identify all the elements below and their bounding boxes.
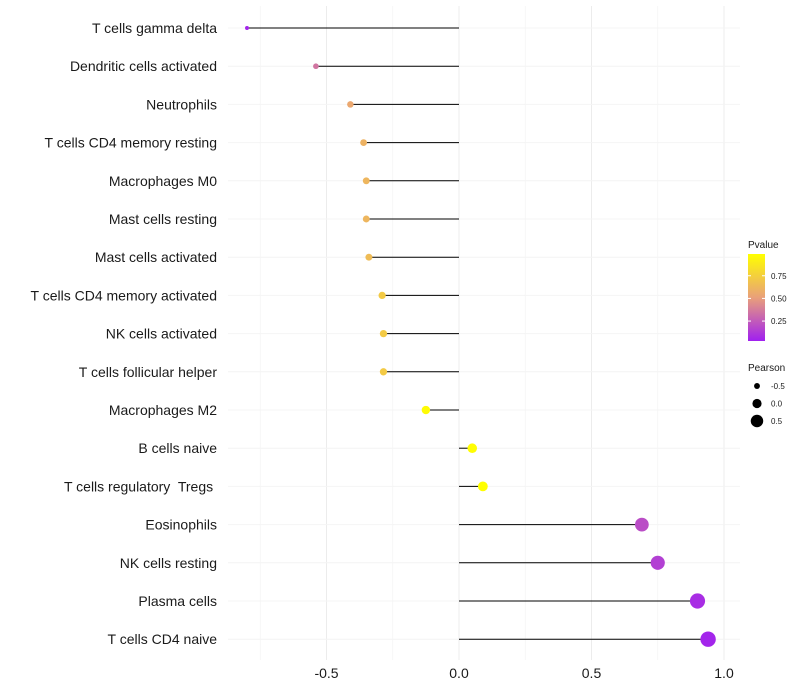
- x-tick-label: -0.5: [314, 665, 338, 681]
- y-tick-label: Plasma cells: [138, 593, 217, 609]
- y-tick-label: Macrophages M0: [109, 173, 217, 189]
- pearson-legend-key: [750, 414, 764, 428]
- x-tick-label: 0.5: [582, 665, 602, 681]
- lollipop-dots: [245, 26, 716, 647]
- y-tick-label: NK cells resting: [120, 555, 217, 571]
- y-tick-label: T cells CD4 memory activated: [31, 287, 217, 303]
- pvalue-legend-tick-label: 0.75: [771, 272, 787, 281]
- y-tick-label: T cells CD4 memory resting: [45, 135, 217, 151]
- lollipop-dot: [634, 517, 649, 532]
- lollipop-dot: [313, 63, 319, 70]
- y-tick-label: Mast cells activated: [95, 249, 217, 265]
- y-tick-label: B cells naive: [138, 440, 217, 456]
- pvalue-legend-tick-label: 0.25: [771, 317, 787, 326]
- lollipop-dot: [379, 329, 388, 338]
- lollipop-dot: [421, 405, 431, 415]
- pvalue-legend-title: Pvalue: [748, 240, 779, 251]
- y-tick-label: T cells follicular helper: [79, 364, 218, 380]
- y-axis-labels: T cells gamma delta Dendritic cells activ…: [31, 20, 218, 647]
- y-tick-label: T cells CD4 naive: [108, 631, 218, 647]
- lollipop-dot: [347, 101, 354, 108]
- pearson-legend-label: -0.5: [771, 382, 785, 391]
- pvalue-colorbar: [748, 254, 765, 341]
- y-tick-label: Eosinophils: [145, 517, 217, 533]
- x-axis-tick-labels: -0.5 0.0 0.5 1.0: [314, 665, 734, 681]
- pearson-legend-label: 0.0: [771, 400, 783, 409]
- lollipop-dot: [689, 593, 706, 609]
- pearson-legend-title: Pearson: [748, 363, 785, 374]
- y-tick-label: Mast cells resting: [109, 211, 217, 227]
- y-tick-label: T cells regulatory Tregs: [64, 478, 217, 494]
- lollipop-dot: [360, 139, 368, 147]
- pvalue-legend: Pvalue 0.25 0.50 0.75: [748, 240, 787, 341]
- lollipop-dot: [467, 443, 478, 453]
- x-tick-label: 0.0: [449, 665, 469, 681]
- lollipop-dot: [378, 291, 386, 300]
- lollipop-dot: [477, 481, 488, 492]
- lollipop-dot: [700, 631, 716, 647]
- y-tick-label: T cells gamma delta: [92, 20, 217, 36]
- y-tick-label: Dendritic cells activated: [70, 58, 217, 74]
- x-tick-label: 1.0: [714, 665, 734, 681]
- lollipop-dot: [362, 177, 370, 185]
- y-tick-label: NK cells activated: [106, 326, 217, 342]
- lollipop-dot: [362, 215, 370, 223]
- y-tick-label: Neutrophils: [146, 96, 217, 112]
- lollipop-dot: [365, 253, 373, 261]
- lollipop-dot: [650, 555, 665, 570]
- y-tick-label: Macrophages M2: [109, 402, 217, 418]
- lollipop-dot: [245, 26, 249, 30]
- lollipop-dot: [379, 368, 388, 376]
- pearson-legend-key: [754, 383, 760, 389]
- pearson-legend: Pearson -0.5 0.0 0.5: [748, 363, 785, 428]
- pearson-legend-key: [752, 398, 762, 409]
- pearson-legend-label: 0.5: [771, 417, 783, 426]
- pvalue-legend-tick-label: 0.50: [771, 294, 787, 303]
